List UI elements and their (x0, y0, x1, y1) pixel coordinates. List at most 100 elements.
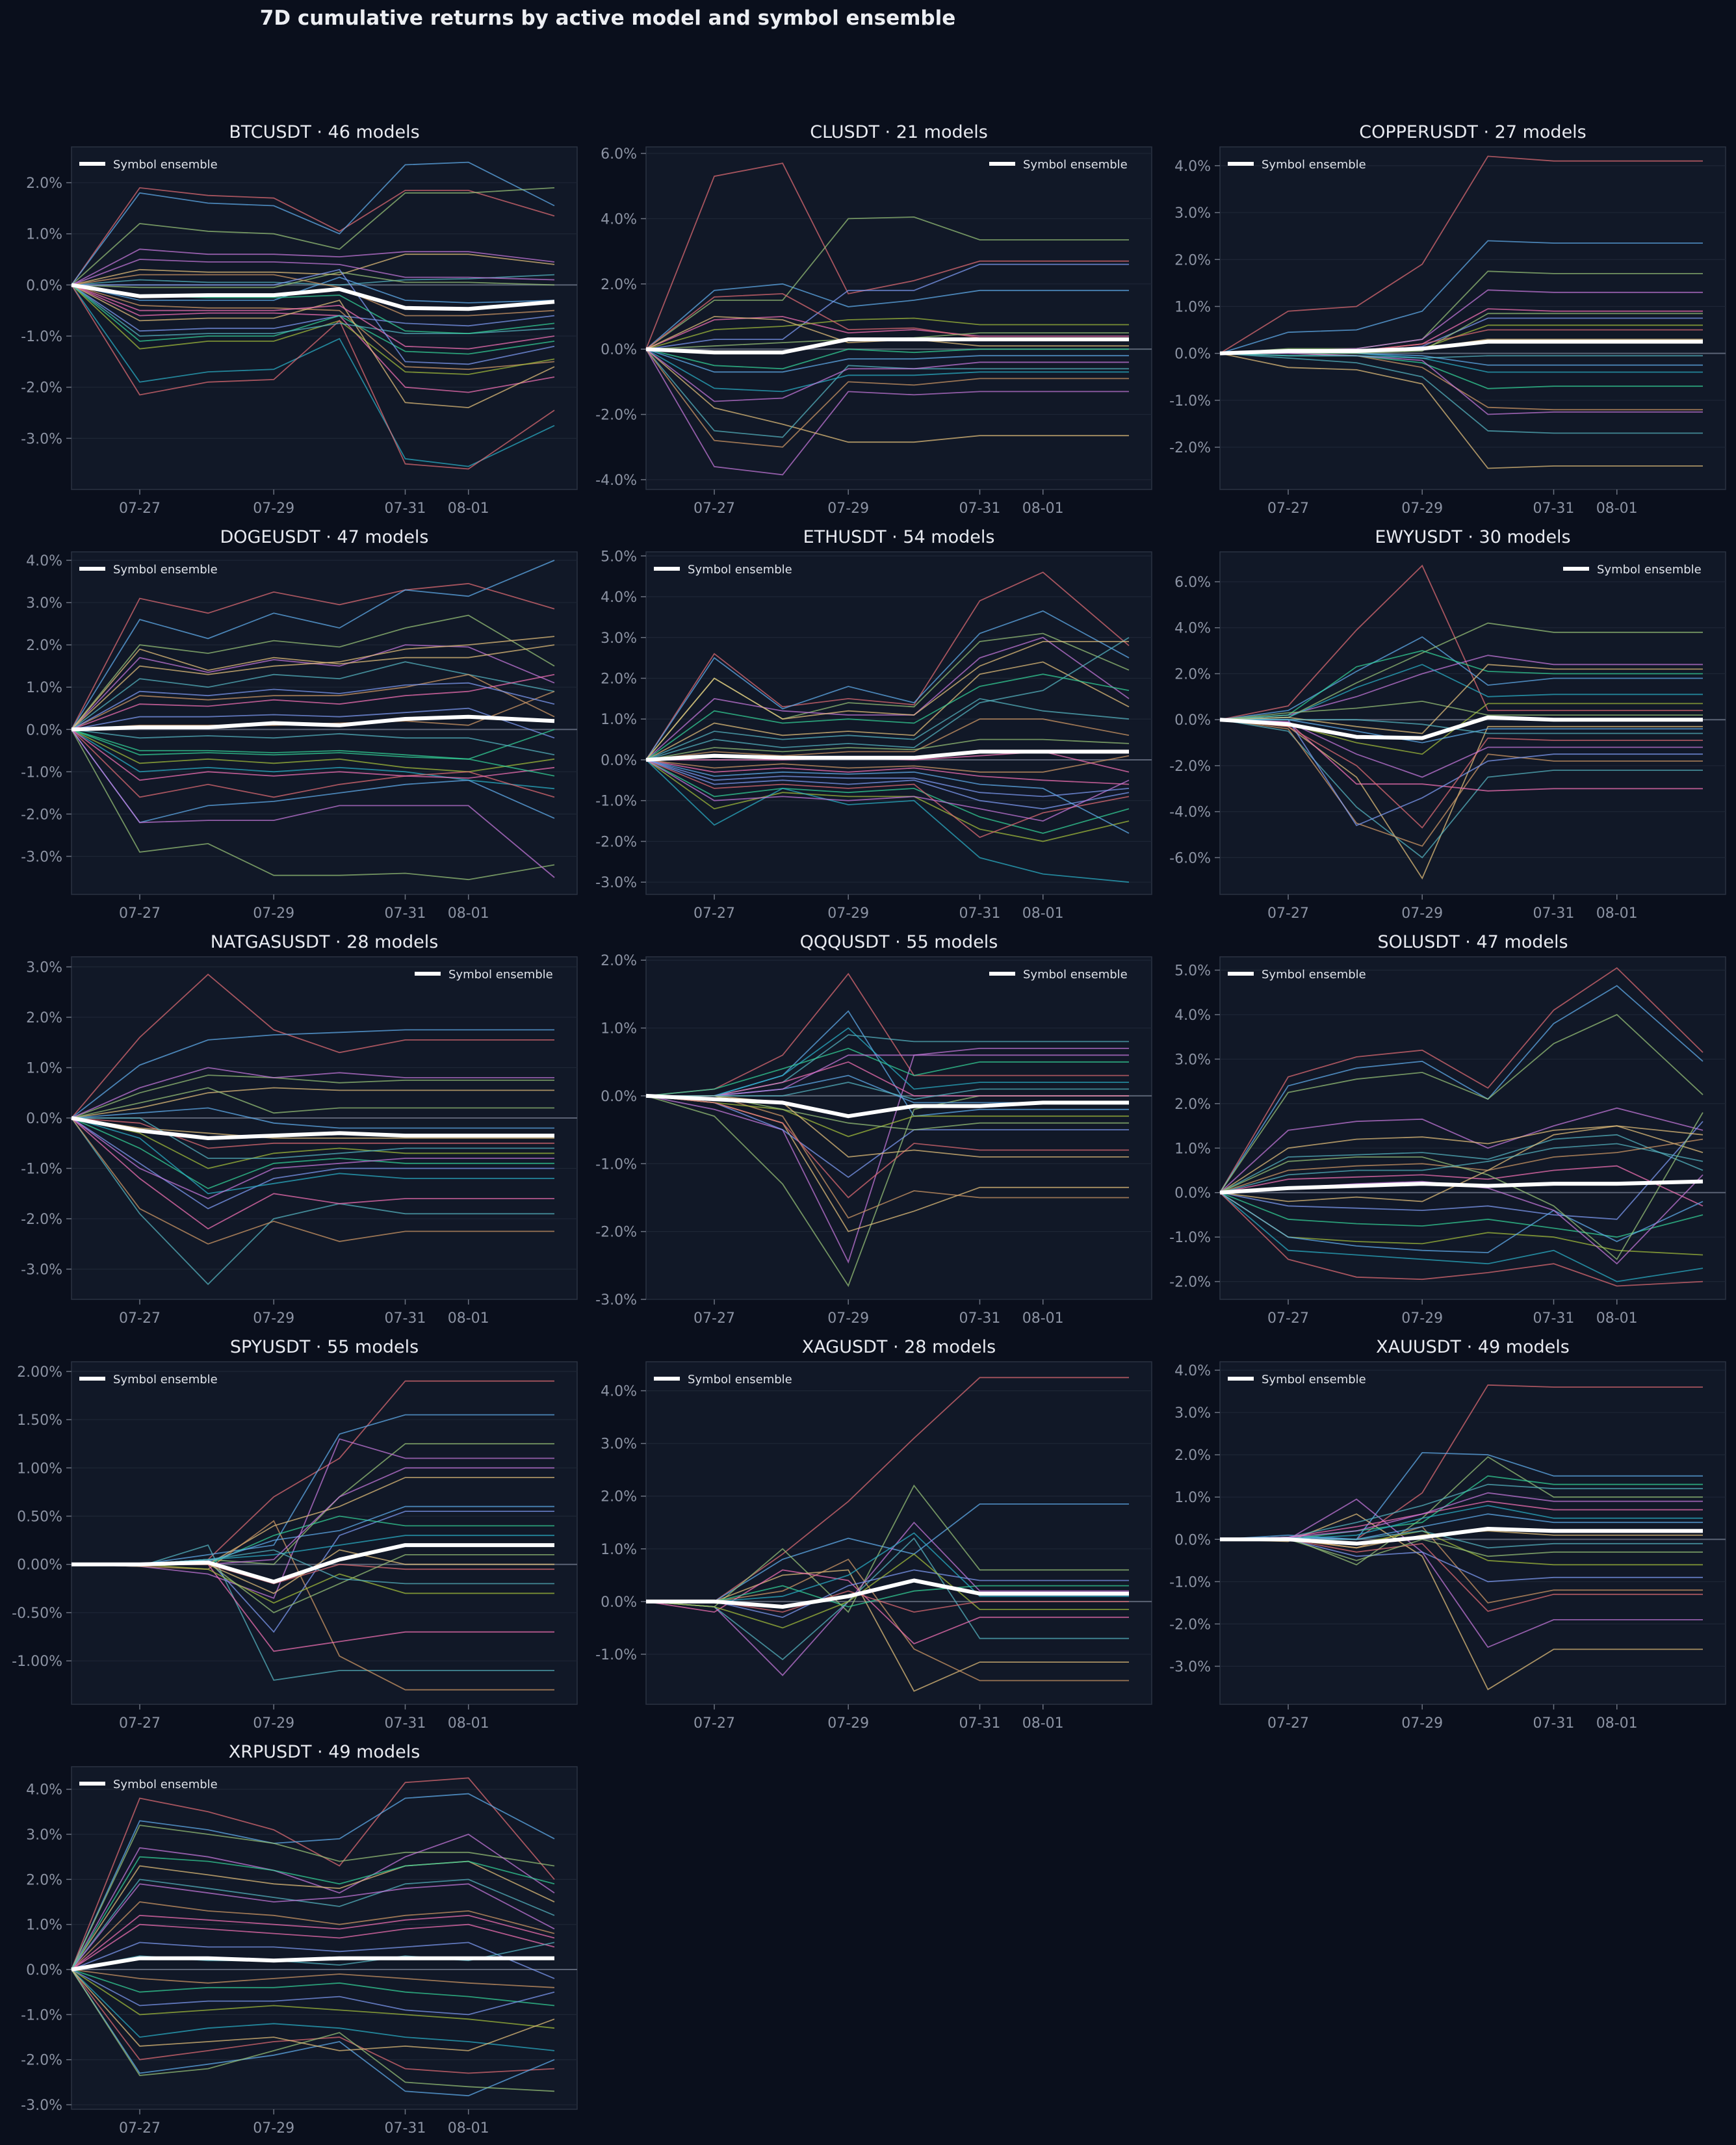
chart-panel: -6.0% -4.0% -2.0% 0.0% 2.0% 4.0% 6.0% 07-27 07-2… (1169, 527, 1726, 922)
y-tick-label: 0.0% (601, 1089, 637, 1105)
y-tick-label: 0.0% (1174, 346, 1211, 363)
model-series-line (71, 248, 555, 286)
model-series-line (71, 1883, 555, 1970)
y-tick-label: 1.0% (26, 1061, 62, 1077)
y-tick-label: 2.00% (17, 1364, 62, 1381)
model-series-line (71, 1117, 554, 1210)
model-series-line (645, 661, 1130, 760)
model-series-line (645, 636, 1130, 760)
ensemble-line (71, 714, 555, 732)
model-series-line (645, 641, 1129, 760)
chart-panel: -1.0% 0.0% 1.0% 2.0% 3.0% 4.0% 07-27 07-29 07-31… (595, 1337, 1152, 1732)
ensemble-line (71, 1116, 554, 1140)
y-tick-label: 1.0% (26, 1918, 62, 1934)
y-tick-label: -1.0% (595, 1647, 637, 1663)
model-series-line (71, 274, 555, 286)
model-series-line (645, 759, 1130, 838)
y-tick-label: 0.0% (26, 278, 62, 294)
model-series-line (646, 1569, 1129, 1692)
chart-panel: -2.0% -1.0% 0.0% 1.0% 2.0% 3.0% 4.0% 07-27 07-29… (1169, 122, 1726, 517)
model-series-line (71, 1067, 554, 1119)
ensemble-line (71, 1543, 554, 1584)
model-series-line (71, 582, 555, 730)
model-series-line (71, 1942, 555, 1979)
model-series-line (71, 187, 555, 286)
model-series-line (1219, 985, 1704, 1193)
model-series-line (1219, 1191, 1704, 1238)
model-series-line (645, 759, 1130, 822)
y-tick-label: -2.0% (21, 380, 62, 396)
model-series-line (645, 637, 1130, 760)
panel-title: EWYUSDT · 30 models (1375, 527, 1570, 547)
y-tick-label: -3.0% (1169, 1659, 1211, 1675)
model-series-line (645, 162, 1129, 350)
y-tick-label: 2.0% (601, 953, 637, 969)
model-series-line (71, 284, 555, 393)
model-series-line (71, 1856, 555, 1970)
plot-area (1219, 956, 1726, 1300)
model-series-line (1220, 352, 1703, 415)
model-series-line (71, 729, 555, 790)
x-tick-label: 07-27 (1267, 1310, 1309, 1327)
model-series-line (645, 283, 1129, 350)
panel-title: SOLUSDT · 47 models (1377, 932, 1568, 952)
model-series-line (71, 673, 555, 731)
model-series-line (646, 1585, 1129, 1607)
x-tick-label: 08-01 (1596, 1715, 1638, 1732)
model-series-line (71, 729, 555, 777)
y-tick-label: -3.0% (21, 2098, 62, 2114)
y-tick-label: 0.0% (601, 342, 637, 358)
y-tick-label: -2.0% (21, 807, 62, 823)
model-series-line (71, 254, 555, 286)
model-series-line (71, 274, 555, 317)
x-tick-label: 07-31 (959, 1310, 1001, 1327)
y-tick-label: 6.0% (1174, 575, 1211, 591)
model-series-line (71, 1087, 554, 1119)
x-tick-label: 08-01 (1022, 905, 1064, 922)
y-tick-label: -3.0% (21, 849, 62, 865)
legend-label: Symbol ensemble (1597, 563, 1702, 577)
model-series-line (1219, 1121, 1704, 1220)
model-series-line (71, 1117, 554, 1199)
y-tick-label: 1.0% (26, 680, 62, 696)
model-series-line (1219, 1192, 1704, 1282)
model-series-line (645, 316, 1129, 350)
y-tick-label: 1.0% (1174, 299, 1211, 315)
model-series-line (71, 1878, 555, 1970)
panel-title: XAGUSDT · 28 models (802, 1337, 996, 1357)
y-tick-label: -2.0% (1169, 1275, 1211, 1291)
model-series-line (645, 1047, 1129, 1097)
y-tick-label: 0.0% (26, 722, 62, 738)
model-series-line (71, 644, 555, 730)
y-tick-label: -1.0% (595, 1156, 637, 1173)
model-series-line (71, 161, 555, 285)
model-series-line (71, 1969, 555, 2051)
model-series-line (71, 673, 555, 731)
ensemble-line (645, 749, 1129, 762)
y-tick-label: 1.0% (601, 712, 637, 728)
y-tick-label: 4.0% (1174, 1008, 1211, 1024)
model-series-line (71, 259, 555, 286)
chart-panel: -3.0% -2.0% -1.0% 0.0% 1.0% 2.0% 3.0% 4.0% 5.0% 0… (595, 527, 1152, 922)
model-series-line (71, 1029, 554, 1119)
ensemble-line (71, 1956, 554, 1971)
y-tick-label: -4.0% (595, 473, 637, 489)
legend-label: Symbol ensemble (1023, 968, 1128, 982)
model-series-line (645, 1553, 1129, 1629)
y-tick-label: 2.0% (26, 1010, 62, 1026)
legend-label: Symbol ensemble (688, 563, 792, 577)
x-tick-label: 07-31 (959, 500, 1001, 517)
model-series-line (71, 1914, 555, 1970)
ensemble-line (1219, 715, 1703, 740)
y-tick-label: 1.00% (17, 1461, 62, 1477)
chart-panel: -1.00% -0.50% 0.00% 0.50% 1.00% 1.50% 2.00% 07-… (12, 1337, 578, 1732)
model-series-line (71, 1969, 555, 2029)
model-series-line (1219, 1500, 1703, 1540)
model-series-line (71, 1074, 554, 1119)
model-series-line (1219, 719, 1703, 792)
model-series-line (71, 1117, 554, 1169)
y-tick-label: 2.0% (26, 176, 62, 192)
y-tick-label: 1.50% (17, 1412, 62, 1429)
panel-title: SPYUSDT · 55 models (230, 1337, 419, 1357)
model-series-line (1219, 1107, 1704, 1193)
